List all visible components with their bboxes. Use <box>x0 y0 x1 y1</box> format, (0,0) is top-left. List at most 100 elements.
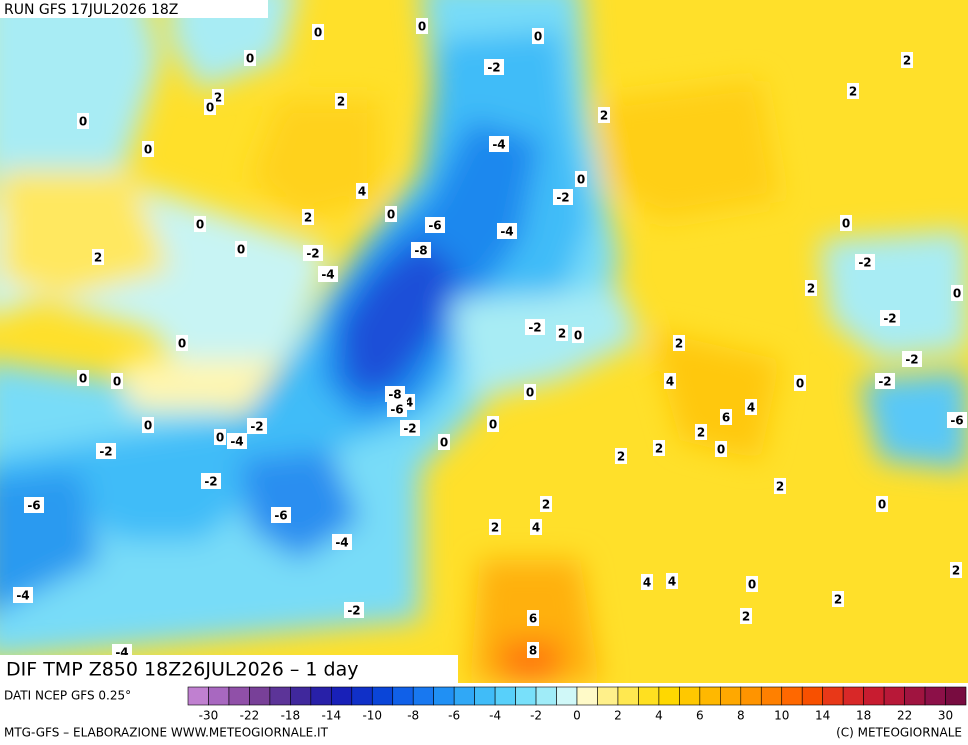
legend-swatch <box>883 686 905 706</box>
contour-label: 2 <box>655 442 663 456</box>
label-box <box>572 327 584 343</box>
label-box <box>876 496 888 512</box>
label-box <box>951 285 963 301</box>
legend-label: 0 <box>573 709 581 723</box>
contour-label: 4 <box>643 576 651 590</box>
label-box <box>332 534 352 550</box>
label-box <box>487 416 499 432</box>
label-box <box>227 433 247 449</box>
legend-label: -4 <box>489 709 501 723</box>
contour-label: -8 <box>414 244 427 258</box>
label-box <box>740 608 752 624</box>
contour-label: -6 <box>428 219 441 233</box>
label-box <box>344 602 364 618</box>
contour-label: 0 <box>717 443 725 457</box>
contour-label: 0 <box>440 436 448 450</box>
legend-label: -14 <box>322 709 342 723</box>
legend-label: -2 <box>530 709 542 723</box>
label-box <box>204 99 216 115</box>
label-box <box>24 497 44 513</box>
legend-swatch <box>392 686 414 706</box>
label-box <box>335 93 347 109</box>
legend-swatch <box>822 686 844 706</box>
label-box <box>411 242 431 258</box>
contour-label: 0 <box>574 329 582 343</box>
label-box <box>666 573 678 589</box>
label-box <box>387 401 407 417</box>
contour-label: -2 <box>347 604 360 618</box>
label-box <box>524 384 536 400</box>
label-box <box>312 24 324 40</box>
contour-label: 6 <box>722 411 730 425</box>
label-box <box>575 171 587 187</box>
legend-swatch <box>945 686 967 706</box>
legend-swatch <box>433 686 455 706</box>
legend-label: -8 <box>407 709 419 723</box>
contour-label: 0 <box>489 418 497 432</box>
contour-label: 0 <box>206 101 214 115</box>
legend-label: 4 <box>655 709 663 723</box>
label-box <box>715 441 727 457</box>
contour-label: 0 <box>196 218 204 232</box>
legend-swatch <box>187 686 209 706</box>
label-box <box>356 183 368 199</box>
contour-label: 2 <box>849 85 857 99</box>
legend-label: -22 <box>240 709 260 723</box>
contour-label: -2 <box>905 353 918 367</box>
header-box <box>0 0 268 18</box>
footer-right: (C) METEOGIORNALE <box>836 726 962 740</box>
legend-swatch <box>474 686 496 706</box>
label-box <box>805 280 817 296</box>
contour-label: -4 <box>230 435 243 449</box>
legend-swatch <box>453 686 475 706</box>
label-box <box>247 418 267 434</box>
contour-label: 0 <box>748 578 756 592</box>
contour-label: -2 <box>99 445 112 459</box>
label-box <box>385 206 397 222</box>
color-legend: -30 -22 -18 -14 -10 -8 -6 -4 -2 0 2 4 6 8 10 14 18 22 30 <box>187 686 967 723</box>
contour-label: 0 <box>418 20 426 34</box>
label-box <box>902 351 922 367</box>
label-box <box>875 373 895 389</box>
label-box <box>13 587 33 603</box>
contour-label: 2 <box>903 54 911 68</box>
data-source: DATI NCEP GFS 0.25° <box>4 689 131 703</box>
label-box <box>438 434 450 450</box>
label-box <box>794 375 806 391</box>
contour-label: -6 <box>390 403 403 417</box>
contour-label: 4 <box>358 185 366 199</box>
legend-label: -18 <box>281 709 301 723</box>
legend-swatch <box>740 686 762 706</box>
contour-label: 2 <box>617 450 625 464</box>
legend-swatch <box>515 686 537 706</box>
label-box <box>847 83 859 99</box>
label-box <box>92 249 104 265</box>
contour-label: 0 <box>237 243 245 257</box>
legend-swatch <box>535 686 557 706</box>
contour-label: 4 <box>405 396 413 410</box>
contour-label: -2 <box>878 375 891 389</box>
legend-swatch <box>679 686 701 706</box>
legend-swatch <box>269 686 291 706</box>
contour-label: 0 <box>79 115 87 129</box>
legend-swatch <box>658 686 680 706</box>
label-box <box>950 562 962 578</box>
label-box <box>947 412 967 428</box>
contour-label: 0 <box>526 386 534 400</box>
legend-swatch <box>494 686 516 706</box>
legend-swatch <box>617 686 639 706</box>
label-box <box>489 519 501 535</box>
map-title: DIF TMP Z850 18Z26JUL2026 – 1 day <box>6 659 359 681</box>
label-box <box>880 310 900 326</box>
legend-label: 22 <box>897 709 912 723</box>
label-box <box>540 496 552 512</box>
legend-label: 30 <box>938 709 953 723</box>
legend-label: -6 <box>448 709 460 723</box>
legend-swatch <box>208 686 230 706</box>
legend-swatch <box>842 686 864 706</box>
contour-label: 2 <box>807 282 815 296</box>
legend-label: -30 <box>199 709 219 723</box>
label-box <box>318 266 338 282</box>
